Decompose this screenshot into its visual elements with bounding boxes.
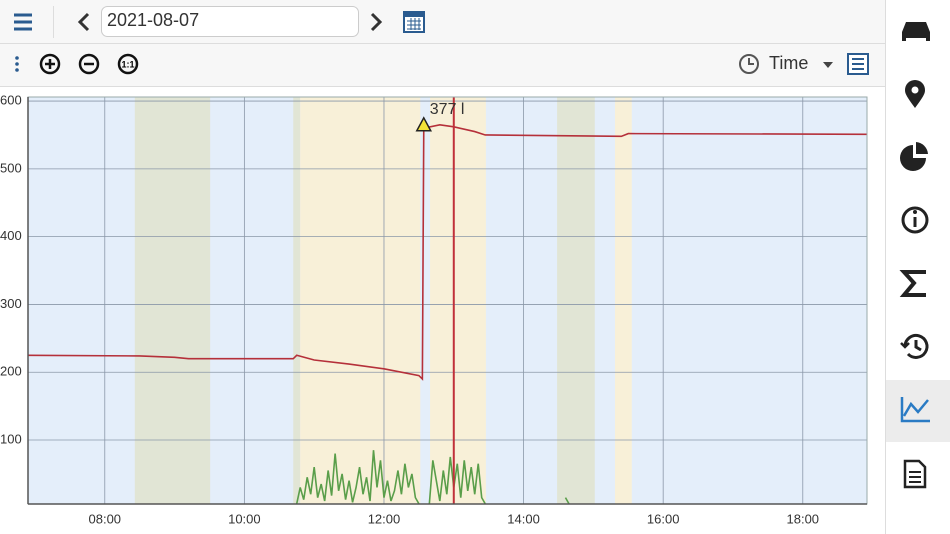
dropdown-arrow[interactable] xyxy=(823,62,833,68)
zoom-reset-label: 1:1 xyxy=(121,59,134,69)
clock-icon xyxy=(739,54,759,74)
state-band xyxy=(293,97,301,504)
x-tick-label: 10:00 xyxy=(228,511,261,526)
info-tab[interactable] xyxy=(901,206,929,234)
mode-select[interactable]: Time xyxy=(769,53,808,73)
x-tick-label: 12:00 xyxy=(368,511,401,526)
chart: 100 200 300 400 500 600 08:00 10:00 12:00 14:00 16… xyxy=(0,93,868,526)
stats-tab[interactable] xyxy=(900,142,928,171)
next-day[interactable] xyxy=(370,12,383,32)
history-tab[interactable] xyxy=(900,333,929,359)
x-tick-label: 18:00 xyxy=(787,511,820,526)
annotation-marker xyxy=(415,116,433,132)
sum-tab[interactable] xyxy=(899,270,926,297)
vehicle-tab[interactable] xyxy=(902,22,930,41)
date-text: 2021-08-07 xyxy=(107,10,199,30)
state-band xyxy=(430,97,486,504)
annotation-text: 377 l xyxy=(430,101,465,118)
prev-day[interactable] xyxy=(77,12,90,32)
y-tick-label: 600 xyxy=(0,93,22,108)
state-band xyxy=(557,97,595,504)
map-tab[interactable] xyxy=(905,80,925,108)
y-tick-label: 100 xyxy=(0,431,22,446)
x-tick-label: 14:00 xyxy=(507,511,540,526)
zoom-reset[interactable] xyxy=(117,53,139,75)
zoom-in[interactable] xyxy=(39,53,61,75)
report-tab[interactable] xyxy=(903,459,927,489)
x-tick-label: 16:00 xyxy=(647,511,680,526)
series-line xyxy=(295,450,570,504)
series-line xyxy=(28,123,867,381)
y-tick-label: 300 xyxy=(0,296,22,311)
more-button[interactable] xyxy=(15,56,19,72)
calendar-button[interactable] xyxy=(403,11,425,33)
chart-tab[interactable] xyxy=(900,397,930,423)
state-band xyxy=(615,97,632,504)
y-tick-label: 500 xyxy=(0,160,22,175)
state-band xyxy=(300,97,421,504)
table-view[interactable] xyxy=(847,53,869,75)
y-tick-label: 200 xyxy=(0,364,22,379)
x-tick-label: 08:00 xyxy=(89,511,122,526)
sidebar xyxy=(885,0,950,534)
date-input[interactable] xyxy=(101,6,359,37)
state-band xyxy=(134,97,211,504)
zoom-out[interactable] xyxy=(78,53,100,75)
y-tick-label: 400 xyxy=(0,228,22,243)
menu-button[interactable] xyxy=(14,13,32,31)
